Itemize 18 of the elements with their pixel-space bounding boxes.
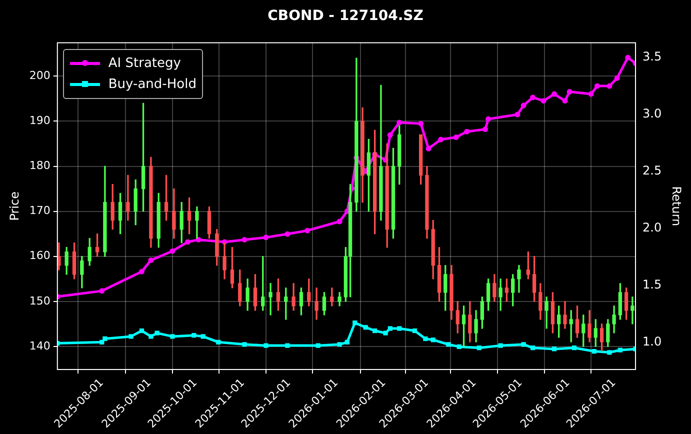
y2-axis-title: Return: [670, 186, 684, 226]
y-tick-label: 190: [29, 114, 50, 128]
y2-tick-label: 2.5: [642, 164, 662, 178]
y-tick-label: 170: [29, 204, 50, 218]
y2-tick-label: 3.5: [642, 50, 662, 64]
y2-tick-label: 1.0: [642, 334, 662, 348]
y-tick-label: 200: [29, 69, 50, 82]
y-tick-label: 140: [29, 339, 50, 352]
y-tick-label: 150: [29, 294, 50, 308]
y-tick-label: 160: [29, 249, 50, 262]
chart-title: CBOND - 127104.SZ: [268, 8, 424, 24]
y2-tick-label: 1.5: [642, 277, 662, 292]
y-tick-label: 180: [29, 159, 50, 172]
y2-tick-label: 2.0: [642, 220, 662, 234]
legend-label: AI Strategy: [108, 56, 181, 71]
y-axis-title: Price: [7, 191, 22, 221]
legend-label: Buy-and-Hold: [108, 76, 196, 92]
y2-tick-label: 3.0: [642, 106, 662, 121]
